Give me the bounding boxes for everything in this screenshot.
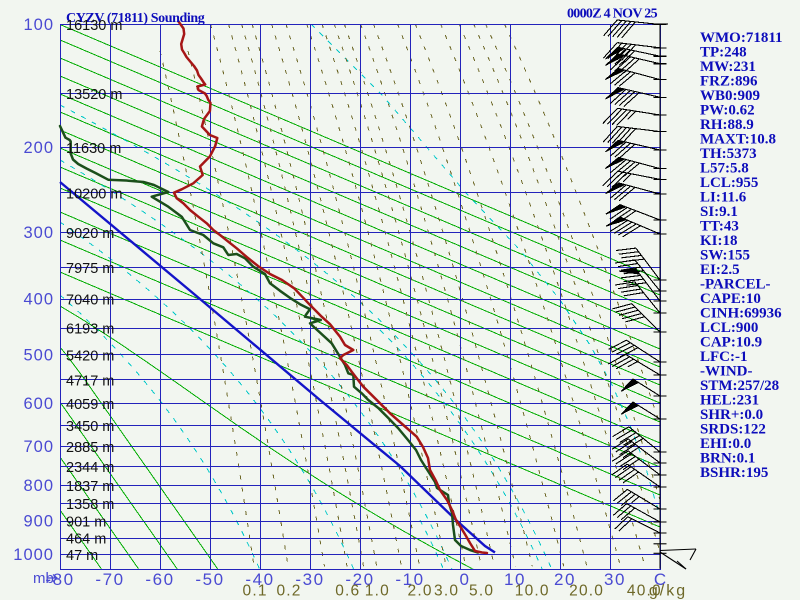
svg-text:16130 m: 16130 m: [66, 18, 122, 34]
svg-text:2.0: 2.0: [408, 583, 433, 600]
svg-text:47 m: 47 m: [66, 548, 98, 564]
svg-text:600: 600: [23, 395, 54, 413]
svg-text:CAPE:10: CAPE:10: [700, 291, 761, 307]
svg-text:0.2: 0.2: [276, 583, 301, 600]
svg-text:-10: -10: [395, 570, 424, 589]
svg-text:LCL:955: LCL:955: [700, 175, 758, 191]
svg-text:mb: mb: [33, 570, 54, 587]
svg-text:2344 m: 2344 m: [66, 460, 114, 476]
svg-text:464 m: 464 m: [66, 532, 106, 548]
svg-text:LFC:-1: LFC:-1: [700, 349, 748, 365]
svg-text:10: 10: [504, 570, 526, 589]
svg-text:100: 100: [23, 16, 54, 34]
svg-text:-20: -20: [345, 570, 374, 589]
svg-text:L57:5.8: L57:5.8: [700, 161, 749, 177]
svg-text:700: 700: [23, 438, 54, 456]
svg-text:7040 m: 7040 m: [66, 293, 114, 309]
svg-text:EHI:0.0: EHI:0.0: [700, 436, 751, 452]
svg-text:10.0: 10.0: [515, 583, 550, 600]
svg-text:MAXT:10.8: MAXT:10.8: [700, 132, 776, 148]
svg-text:WB0:909: WB0:909: [700, 88, 760, 104]
svg-text:20.0: 20.0: [569, 583, 604, 600]
svg-text:RH:88.9: RH:88.9: [700, 117, 754, 133]
svg-text:5.0: 5.0: [469, 583, 494, 600]
svg-text:SHR+:0.0: SHR+:0.0: [700, 407, 763, 423]
svg-text:-PARCEL-: -PARCEL-: [700, 277, 771, 293]
svg-text:4059 m: 4059 m: [66, 397, 114, 413]
svg-text:3.0: 3.0: [434, 583, 459, 600]
svg-text:WMO:71811: WMO:71811: [700, 30, 783, 46]
svg-text:9020 m: 9020 m: [66, 226, 114, 242]
svg-text:BSHR:195: BSHR:195: [700, 465, 768, 481]
svg-text:6193 m: 6193 m: [66, 322, 114, 338]
svg-text:CINH:69936: CINH:69936: [700, 306, 782, 322]
svg-text:PW:0.62: PW:0.62: [700, 103, 755, 119]
svg-text:-70: -70: [95, 570, 124, 589]
svg-text:20: 20: [554, 570, 576, 589]
svg-text:LCL:900: LCL:900: [700, 320, 758, 336]
svg-text:HEL:231: HEL:231: [700, 393, 759, 409]
svg-text:30: 30: [604, 570, 626, 589]
svg-text:TH:5373: TH:5373: [700, 146, 757, 162]
svg-text:0000Z 4 NOV 25: 0000Z 4 NOV 25: [567, 7, 658, 22]
svg-text:-60: -60: [145, 570, 174, 589]
svg-text:-50: -50: [195, 570, 224, 589]
svg-text:FRZ:896: FRZ:896: [700, 74, 758, 90]
svg-text:C: C: [654, 570, 666, 589]
svg-text:2885 m: 2885 m: [66, 440, 114, 456]
svg-text:SI:9.1: SI:9.1: [700, 204, 738, 220]
svg-text:1837 m: 1837 m: [66, 479, 114, 495]
svg-text:KI:18: KI:18: [700, 233, 738, 249]
svg-text:10200 m: 10200 m: [66, 186, 122, 202]
svg-text:800: 800: [23, 477, 54, 495]
svg-text:13520 m: 13520 m: [66, 87, 122, 103]
svg-text:200: 200: [23, 139, 54, 157]
svg-text:TT:43: TT:43: [700, 219, 739, 235]
svg-text:7975 m: 7975 m: [66, 261, 114, 277]
svg-text:-80: -80: [45, 570, 74, 589]
svg-text:LI:11.6: LI:11.6: [700, 190, 747, 206]
svg-text:4717 m: 4717 m: [66, 373, 114, 389]
svg-text:SRDS:122: SRDS:122: [700, 422, 766, 438]
svg-text:EI:2.5: EI:2.5: [700, 262, 740, 278]
svg-text:g/kg: g/kg: [649, 583, 687, 600]
svg-text:1358 m: 1358 m: [66, 497, 114, 513]
svg-text:11630 m: 11630 m: [66, 141, 121, 157]
svg-text:0: 0: [459, 570, 470, 589]
svg-text:40.0: 40.0: [627, 583, 662, 600]
svg-text:TP:248: TP:248: [700, 45, 747, 61]
svg-text:SW:155: SW:155: [700, 248, 750, 264]
svg-text:0.1: 0.1: [243, 583, 268, 600]
svg-text:1.0: 1.0: [365, 583, 390, 600]
svg-text:3450 m: 3450 m: [66, 419, 114, 435]
svg-text:-WIND-: -WIND-: [700, 364, 753, 380]
svg-text:-30: -30: [295, 570, 324, 589]
svg-text:400: 400: [23, 291, 54, 309]
svg-text:MW:231: MW:231: [700, 59, 756, 75]
svg-text:CYZV (71811) Sounding: CYZV (71811) Sounding: [66, 11, 205, 26]
svg-text:5420 m: 5420 m: [66, 348, 114, 364]
svg-text:STM:257/28: STM:257/28: [700, 378, 779, 394]
svg-text:900: 900: [23, 513, 54, 531]
svg-text:CAP:10.9: CAP:10.9: [700, 335, 762, 351]
svg-text:BRN:0.1: BRN:0.1: [700, 451, 755, 467]
svg-text:500: 500: [23, 346, 54, 364]
svg-text:1000: 1000: [13, 546, 54, 564]
svg-text:300: 300: [23, 224, 54, 242]
svg-text:901 m: 901 m: [66, 515, 106, 531]
svg-text:-40: -40: [245, 570, 274, 589]
svg-text:0.6: 0.6: [335, 583, 360, 600]
